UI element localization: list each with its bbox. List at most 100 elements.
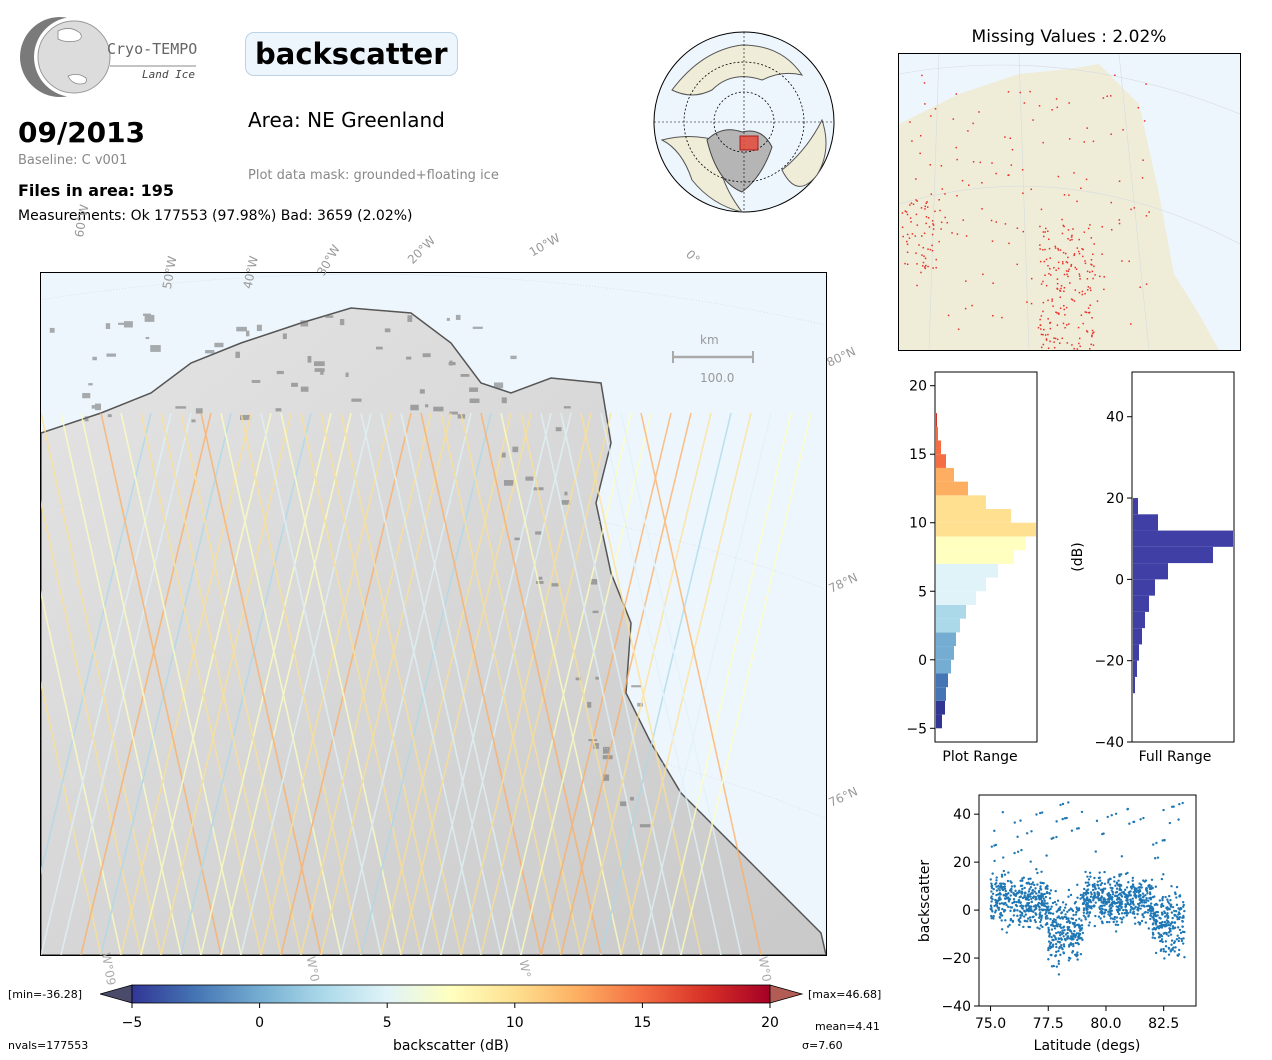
- scatter-point: [1109, 917, 1113, 920]
- terrain-shade: [538, 576, 543, 580]
- scatter-point: [1129, 902, 1132, 906]
- scatter-point: [1042, 882, 1045, 885]
- missing-value-point: [1040, 315, 1043, 317]
- scatter-point: [1102, 899, 1105, 903]
- scatter-point: [1031, 881, 1035, 884]
- missing-value-point: [1089, 348, 1091, 350]
- terrain-shade: [251, 380, 261, 383]
- terrain-shade: [88, 383, 93, 386]
- scatter-point: [1145, 904, 1149, 908]
- scatter-point: [1060, 938, 1063, 941]
- ground-track: [200, 412, 332, 955]
- terrain-shade: [313, 361, 325, 367]
- scatter-point: [1078, 917, 1081, 921]
- missing-value-point: [1030, 277, 1033, 280]
- missing-value-point: [1068, 138, 1071, 140]
- scatter-point: [1069, 893, 1073, 897]
- missing-value-point: [1044, 248, 1046, 251]
- scatter-point: [1133, 916, 1137, 919]
- plot-range-histogram: −5 0 5 10 15 20 Plot Range: [906, 371, 1038, 765]
- scatter-point: [1025, 881, 1028, 885]
- ground-track: [160, 412, 282, 955]
- scatter-point: [1149, 896, 1153, 900]
- scatter-point: [1113, 918, 1116, 921]
- histogram-bar: [1133, 579, 1155, 596]
- scatter-point: [1060, 944, 1063, 947]
- scatter-point: [1057, 959, 1060, 963]
- missing-value-point: [1110, 201, 1113, 204]
- terrain-shade: [446, 317, 450, 321]
- missing-value-point: [1023, 102, 1026, 104]
- missing-value-point: [991, 162, 993, 164]
- missing-value-point: [919, 152, 921, 155]
- y-tick-label: 20: [953, 855, 971, 871]
- scatter-point: [1030, 897, 1033, 901]
- scatter-point: [1021, 896, 1025, 900]
- scatter-point: [1122, 916, 1125, 919]
- scatter-point: [1047, 926, 1050, 930]
- scatter-point: [1020, 848, 1023, 852]
- scatter-point: [1031, 889, 1035, 892]
- missing-value-point: [1071, 234, 1073, 237]
- missing-value-point: [920, 271, 922, 274]
- scatter-point: [1109, 877, 1112, 881]
- scatter-point: [1159, 933, 1163, 937]
- scatter-point: [1069, 957, 1072, 960]
- ground-track: [600, 412, 732, 955]
- scatter-point: [1118, 873, 1121, 876]
- scatter-point: [1115, 887, 1119, 890]
- scatter-point: [1157, 936, 1161, 939]
- scatter-point: [1016, 835, 1019, 838]
- scatter-point: [1083, 887, 1086, 891]
- ground-track: [580, 412, 712, 955]
- missing-value-point: [1047, 299, 1049, 302]
- missing-value-point: [1063, 273, 1066, 276]
- terrain-shade: [593, 743, 600, 749]
- scatter-point: [1179, 931, 1183, 935]
- scatter-point: [1087, 914, 1090, 917]
- missing-value-point: [1061, 337, 1064, 340]
- scatter-point: [1092, 899, 1095, 902]
- scatter-point: [1039, 881, 1042, 884]
- missing-value-point: [1092, 277, 1094, 280]
- missing-value-point: [1049, 257, 1051, 259]
- terrain-shade: [239, 414, 251, 421]
- scatter-point: [1037, 895, 1040, 898]
- measurements-label: Measurements: Ok 177553 (97.98%) Bad: 36…: [18, 208, 413, 224]
- scatter-point: [1162, 904, 1165, 908]
- scatter-point: [1115, 920, 1119, 923]
- scatter-point: [1058, 908, 1061, 911]
- scatter-point: [1050, 965, 1054, 968]
- missing-value-point: [1022, 192, 1024, 195]
- missing-value-point: [904, 262, 906, 265]
- scatter-point: [1164, 945, 1168, 948]
- histogram-bar: [936, 522, 1036, 537]
- missing-value-point: [1051, 109, 1053, 111]
- missing-value-point: [1049, 340, 1051, 343]
- ground-track: [140, 412, 272, 955]
- scatter-point: [1131, 901, 1135, 905]
- scatter-point: [1162, 808, 1165, 812]
- scatter-point: [1027, 877, 1030, 881]
- missing-value-point: [1092, 253, 1094, 256]
- terrain-shade: [501, 397, 507, 404]
- missing-value-point: [1042, 343, 1045, 346]
- terrain-shade: [339, 318, 345, 326]
- scatter-point: [1006, 879, 1010, 883]
- scatter-point: [1117, 912, 1121, 916]
- scatter-point: [1036, 883, 1039, 886]
- missing-value-point: [1029, 90, 1031, 93]
- scatter-point: [1167, 946, 1171, 950]
- x-tick-label: 80.0: [1090, 1016, 1121, 1032]
- scatter-point: [1174, 892, 1177, 896]
- missing-value-point: [1084, 311, 1087, 313]
- missing-value-point: [1054, 247, 1057, 249]
- terrain-shade: [620, 801, 627, 807]
- scatter-point: [1181, 916, 1184, 919]
- scatter-point: [1006, 925, 1010, 928]
- scatter-point: [1039, 918, 1043, 922]
- scatter-point: [1051, 921, 1054, 925]
- scatter-point: [1000, 884, 1003, 888]
- scatter-point: [1144, 921, 1148, 924]
- scatter-point: [1105, 920, 1109, 924]
